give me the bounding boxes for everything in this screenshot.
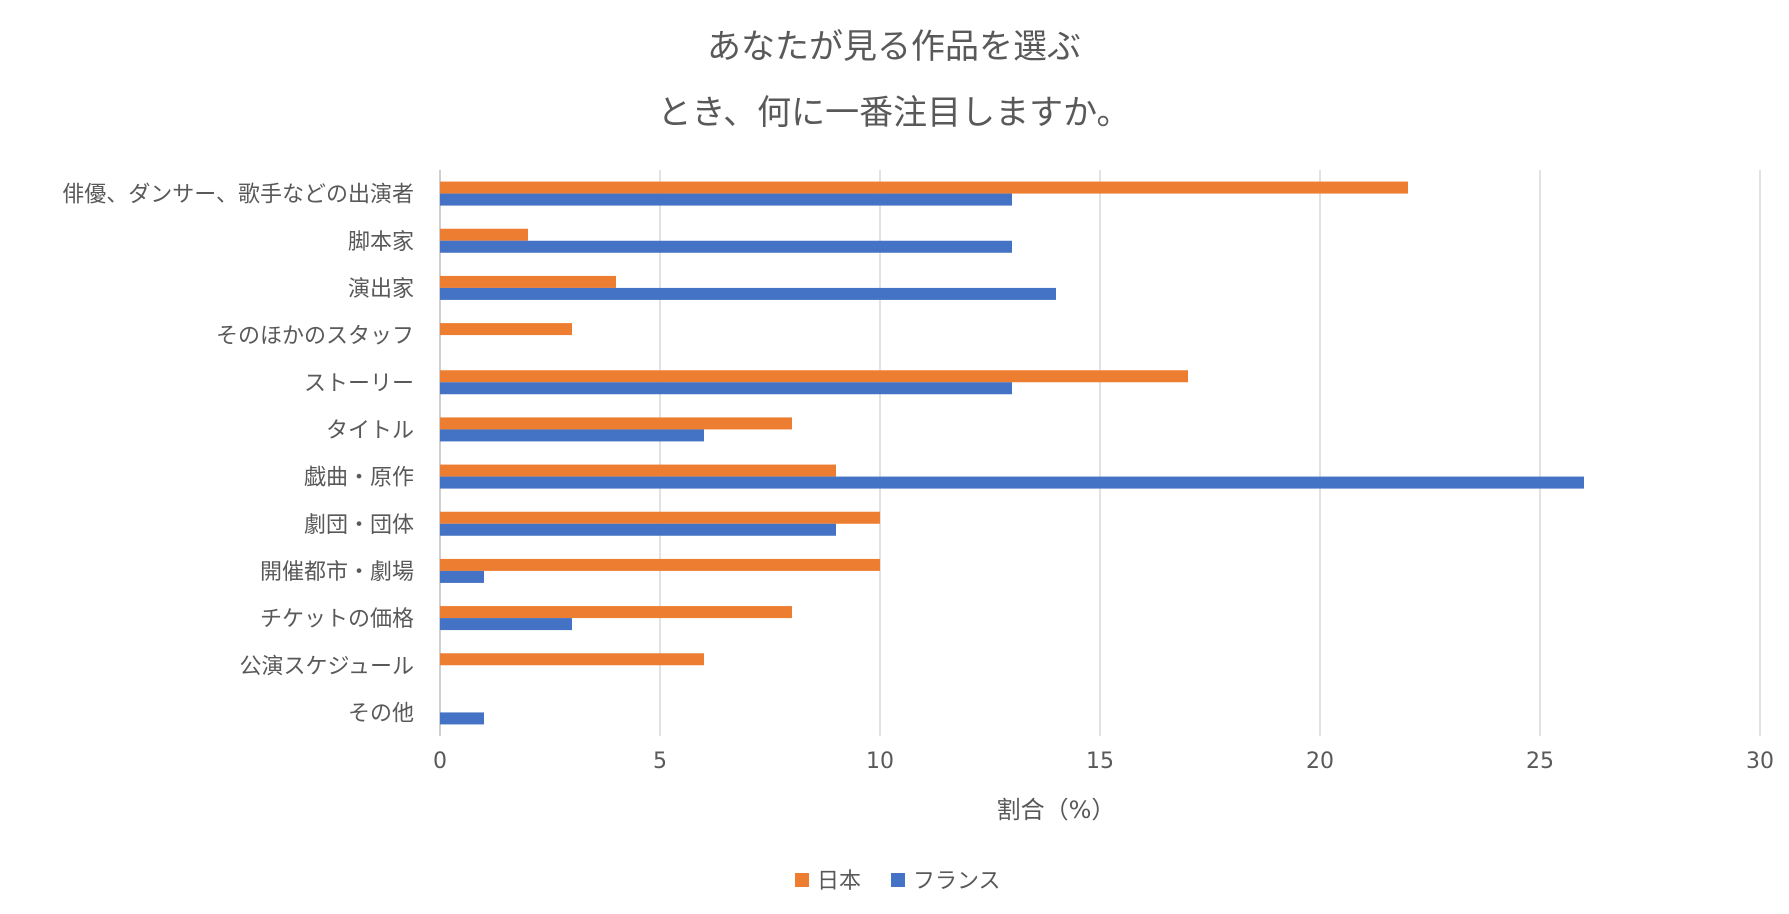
bar-japan bbox=[440, 558, 880, 571]
legend-swatch-france bbox=[891, 873, 905, 887]
category-label: ストーリー bbox=[304, 371, 414, 396]
category-label: 脚本家 bbox=[348, 230, 414, 255]
legend-swatch-japan bbox=[795, 873, 809, 887]
grid-layer bbox=[439, 170, 1761, 736]
x-tick-label: 30 bbox=[1746, 749, 1774, 774]
bar-japan bbox=[440, 653, 704, 666]
legend-label: 日本 bbox=[817, 869, 861, 894]
bar-japan bbox=[440, 511, 880, 524]
bar-france bbox=[440, 287, 1056, 300]
x-tick-label: 0 bbox=[433, 749, 447, 774]
x-axis-title: 割合（%） bbox=[997, 796, 1116, 824]
bar-japan bbox=[440, 370, 1188, 383]
bar-france bbox=[440, 429, 704, 442]
bar-france bbox=[440, 618, 572, 631]
legend: 日本 フランス bbox=[795, 869, 1001, 894]
category-label: そのほかのスタッフ bbox=[216, 324, 414, 349]
chart-title-line-2: とき、何に一番注目しますか。 bbox=[658, 93, 1131, 133]
category-labels: 俳優、ダンサー、歌手などの出演者脚本家演出家そのほかのスタッフストーリータイトル… bbox=[62, 183, 414, 727]
x-tick-labels: 0 5 10 15 20 25 30 bbox=[433, 749, 1774, 774]
category-label: 劇団・団体 bbox=[304, 513, 414, 538]
category-label: タイトル bbox=[326, 418, 414, 443]
x-tick-label: 15 bbox=[1086, 749, 1114, 774]
category-label: 公演スケジュール bbox=[240, 654, 414, 679]
bars-layer bbox=[440, 181, 1584, 725]
bar-france bbox=[440, 240, 1012, 253]
x-tick-label: 20 bbox=[1306, 749, 1334, 774]
category-label: 開催都市・劇場 bbox=[260, 560, 414, 585]
bar-france bbox=[440, 712, 484, 725]
bar-japan bbox=[440, 606, 792, 619]
bar-japan bbox=[440, 275, 616, 288]
bar-japan bbox=[440, 228, 528, 241]
chart-title: あなたが見る作品を選ぶ とき、何に一番注目しますか。 bbox=[658, 27, 1131, 133]
bar-france bbox=[440, 193, 1012, 206]
legend-label: フランス bbox=[913, 869, 1001, 894]
bar-france bbox=[440, 382, 1012, 395]
bar-france bbox=[440, 476, 1584, 489]
chart-title-line-1: あなたが見る作品を選ぶ bbox=[707, 27, 1081, 67]
category-label: その他 bbox=[348, 701, 414, 726]
x-tick-label: 5 bbox=[653, 749, 667, 774]
category-label: 俳優、ダンサー、歌手などの出演者 bbox=[62, 183, 414, 208]
bar-france bbox=[440, 570, 484, 583]
bar-japan bbox=[440, 417, 792, 430]
category-label: 演出家 bbox=[348, 277, 414, 302]
bar-japan bbox=[440, 323, 572, 336]
category-label: チケットの価格 bbox=[260, 607, 414, 632]
category-label: 戯曲・原作 bbox=[304, 466, 414, 491]
bar-france bbox=[440, 523, 836, 536]
bar-japan bbox=[440, 181, 1408, 194]
bar-japan bbox=[440, 464, 836, 477]
x-tick-label: 25 bbox=[1526, 749, 1554, 774]
x-tick-label: 10 bbox=[866, 749, 894, 774]
